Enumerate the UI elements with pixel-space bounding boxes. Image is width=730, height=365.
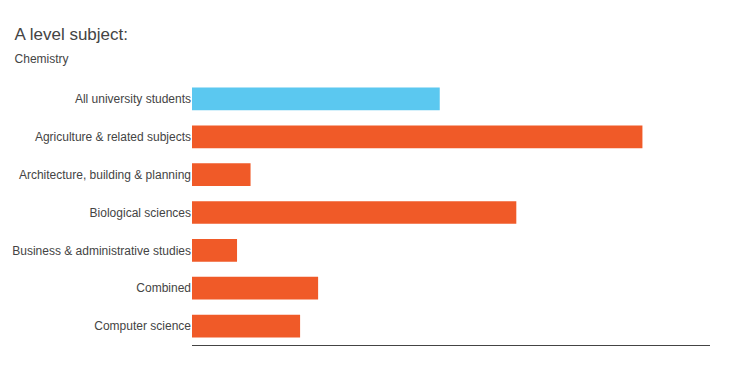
svg-text:Combined: Combined	[136, 281, 191, 295]
svg-text:All university students: All university students	[75, 92, 191, 106]
svg-text:Architecture, building & plann: Architecture, building & planning	[19, 168, 191, 182]
svg-text:A level subject:: A level subject:	[15, 25, 128, 44]
svg-text:Business & administrative stud: Business & administrative studies	[12, 244, 191, 258]
svg-text:Chemistry: Chemistry	[15, 52, 69, 66]
svg-text:Biological sciences: Biological sciences	[90, 206, 191, 220]
svg-text:Computer science: Computer science	[94, 319, 191, 333]
svg-text:Agriculture & related subjects: Agriculture & related subjects	[35, 130, 191, 144]
